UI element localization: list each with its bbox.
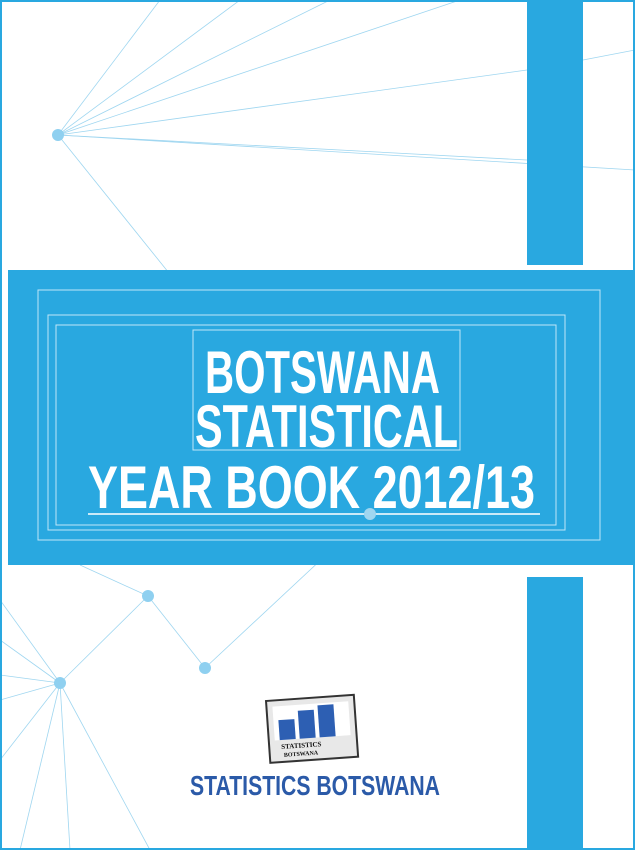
network-dots [52, 129, 211, 689]
logo-text: STATISTICS [281, 740, 322, 751]
network-dot [364, 508, 376, 520]
vertical-bar [527, 0, 583, 265]
title-line: YEAR BOOK 2012/13 [88, 454, 535, 521]
publisher: STATISTICS BOTSWANA [190, 770, 440, 801]
title-line: STATISTICAL [195, 393, 458, 460]
title-line: BOTSWANA [205, 339, 440, 406]
title-band [8, 270, 635, 565]
band-frames [37, 289, 601, 541]
logo-text: BOTSWANA [284, 750, 319, 758]
logo: STATISTICS BOTSWANA [264, 693, 360, 764]
vertical-bar [527, 577, 583, 850]
